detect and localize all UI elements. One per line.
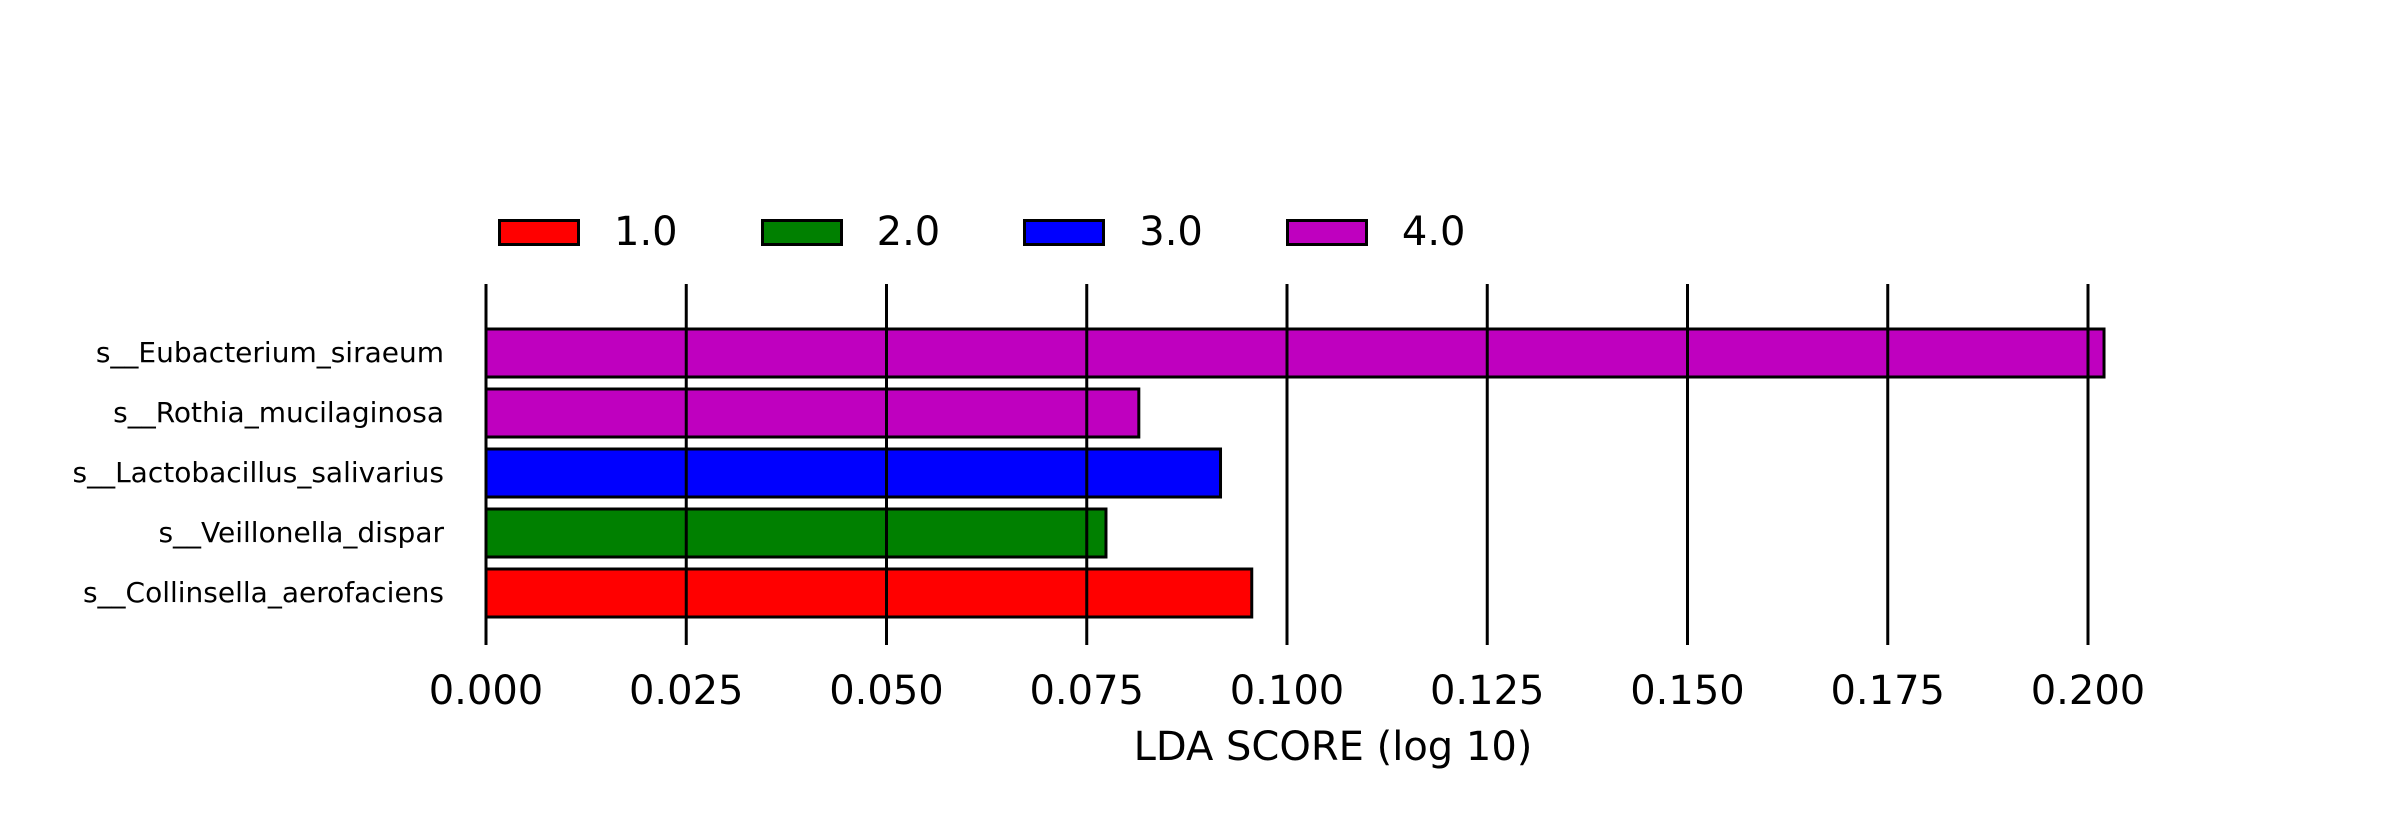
x-tick-label: 0.025 [629, 668, 744, 714]
y-tick-label: s__Eubacterium_siraeum [96, 336, 444, 369]
legend-swatch [1023, 218, 1106, 246]
legend-entry-3: 3.0 [1023, 209, 1203, 255]
x-tick-label: 0.175 [1830, 668, 1945, 714]
bars-layer [484, 327, 2106, 619]
x-tick-label: 0.075 [1029, 668, 1144, 714]
x-tick-label: 0.050 [829, 668, 944, 714]
legend-label: 2.0 [876, 209, 941, 255]
x-tick-label: 0.200 [2031, 668, 2146, 714]
legend-entry-2: 2.0 [760, 209, 941, 255]
x-tick-label: 0.100 [1230, 668, 1345, 714]
chart-legend: 1.0 2.0 3.0 4.0 [498, 209, 1549, 255]
bar [484, 447, 1223, 499]
x-axis-label: LDA SCORE (log 10) [1134, 724, 1533, 770]
bar [484, 387, 1141, 439]
gridlines [484, 284, 2090, 645]
bar [484, 507, 1108, 559]
x-tick-label: 0.000 [429, 668, 544, 714]
legend-label: 1.0 [614, 209, 678, 255]
x-tick-label: 0.150 [1630, 668, 1745, 714]
x-tick-label: 0.125 [1430, 668, 1545, 714]
legend-swatch [1285, 218, 1368, 246]
bar [484, 327, 2106, 379]
legend-entry-4: 4.0 [1285, 209, 1466, 255]
legend-label: 4.0 [1401, 209, 1466, 255]
y-tick-label: s__Rothia_mucilaginosa [113, 396, 444, 429]
y-tick-label: s__Lactobacillus_salivarius [72, 456, 444, 489]
bar [484, 567, 1254, 619]
legend-entry-1: 1.0 [498, 209, 678, 255]
x-tick-labels: 0.000 0.025 0.050 0.075 0.100 0.125 0.150 0.175… [429, 668, 2146, 714]
legend-label: 3.0 [1139, 209, 1203, 255]
y-tick-label: s__Veillonella_dispar [158, 516, 444, 549]
y-tick-label: s__Collinsella_aerofaciens [83, 576, 444, 609]
y-tick-labels: s__Eubacterium_siraeum s__Rothia_mucilagi… [72, 336, 444, 609]
legend-swatch [760, 218, 843, 246]
legend-swatch [498, 218, 580, 246]
